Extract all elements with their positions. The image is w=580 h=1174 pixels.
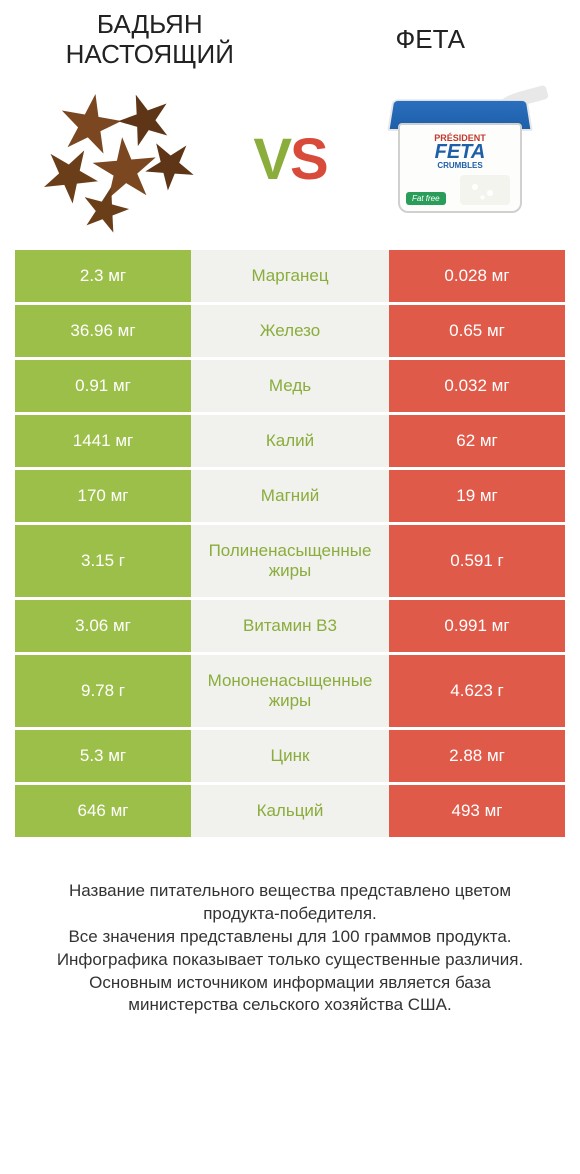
- left-value: 9.78 г: [15, 655, 191, 730]
- feta-name: FETA: [435, 143, 486, 161]
- table-row: 1441 мгКалий62 мг: [15, 415, 565, 470]
- footer-line: Основным источником информации является …: [35, 972, 545, 1018]
- left-value: 2.3 мг: [15, 250, 191, 305]
- nutrient-label: Витамин B3: [191, 600, 389, 655]
- comparison-table: 2.3 мгМарганец0.028 мг36.96 мгЖелезо0.65…: [15, 250, 565, 840]
- right-value: 0.028 мг: [389, 250, 565, 305]
- nutrient-label: Мононенасыщенные жиры: [191, 655, 389, 730]
- right-product-image: PRÉSIDENT FETA CRUMBLES Fat free: [375, 90, 545, 230]
- feta-badge: Fat free: [406, 192, 446, 205]
- footer-line: Инфографика показывает только существенн…: [35, 949, 545, 972]
- table-row: 36.96 мгЖелезо0.65 мг: [15, 305, 565, 360]
- images-row: VS PRÉSIDENT FETA CRUMBLES Fat free: [15, 80, 565, 250]
- left-value: 0.91 мг: [15, 360, 191, 415]
- table-row: 646 мгКальций493 мг: [15, 785, 565, 840]
- left-product-image: [35, 90, 205, 230]
- table-row: 0.91 мгМедь0.032 мг: [15, 360, 565, 415]
- star-anise-icon: [40, 90, 200, 230]
- right-value: 493 мг: [389, 785, 565, 840]
- right-value: 0.65 мг: [389, 305, 565, 360]
- vs-label: VS: [253, 126, 326, 193]
- header: БАДЬЯН НАСТОЯЩИЙ ФЕТА: [15, 10, 565, 80]
- right-value: 0.991 мг: [389, 600, 565, 655]
- table-row: 2.3 мгМарганец0.028 мг: [15, 250, 565, 305]
- left-value: 3.15 г: [15, 525, 191, 600]
- feta-sub: CRUMBLES: [437, 161, 482, 170]
- table-row: 3.06 мгВитамин B30.991 мг: [15, 600, 565, 655]
- table-row: 9.78 гМононенасыщенные жиры4.623 г: [15, 655, 565, 730]
- nutrient-label: Магний: [191, 470, 389, 525]
- right-value: 4.623 г: [389, 655, 565, 730]
- nutrient-label: Полиненасыщенные жиры: [191, 525, 389, 600]
- footer-line: Все значения представлены для 100 граммо…: [35, 926, 545, 949]
- left-value: 36.96 мг: [15, 305, 191, 360]
- footer-notes: Название питательного вещества представл…: [15, 840, 565, 1018]
- vs-s: S: [290, 127, 327, 192]
- nutrient-label: Медь: [191, 360, 389, 415]
- left-value: 646 мг: [15, 785, 191, 840]
- left-product-title: БАДЬЯН НАСТОЯЩИЙ: [35, 10, 265, 70]
- left-value: 170 мг: [15, 470, 191, 525]
- right-value: 19 мг: [389, 470, 565, 525]
- left-value: 3.06 мг: [15, 600, 191, 655]
- right-value: 0.591 г: [389, 525, 565, 600]
- right-value: 62 мг: [389, 415, 565, 470]
- right-value: 2.88 мг: [389, 730, 565, 785]
- vs-v: V: [253, 127, 290, 192]
- nutrient-label: Цинк: [191, 730, 389, 785]
- right-product-title: ФЕТА: [316, 25, 546, 55]
- nutrient-label: Кальций: [191, 785, 389, 840]
- footer-line: Название питательного вещества представл…: [35, 880, 545, 926]
- left-value: 5.3 мг: [15, 730, 191, 785]
- left-value: 1441 мг: [15, 415, 191, 470]
- right-value: 0.032 мг: [389, 360, 565, 415]
- nutrient-label: Марганец: [191, 250, 389, 305]
- table-row: 3.15 гПолиненасыщенные жиры0.591 г: [15, 525, 565, 600]
- table-row: 170 мгМагний19 мг: [15, 470, 565, 525]
- nutrient-label: Калий: [191, 415, 389, 470]
- feta-icon: PRÉSIDENT FETA CRUMBLES Fat free: [380, 95, 540, 225]
- table-row: 5.3 мгЦинк2.88 мг: [15, 730, 565, 785]
- nutrient-label: Железо: [191, 305, 389, 360]
